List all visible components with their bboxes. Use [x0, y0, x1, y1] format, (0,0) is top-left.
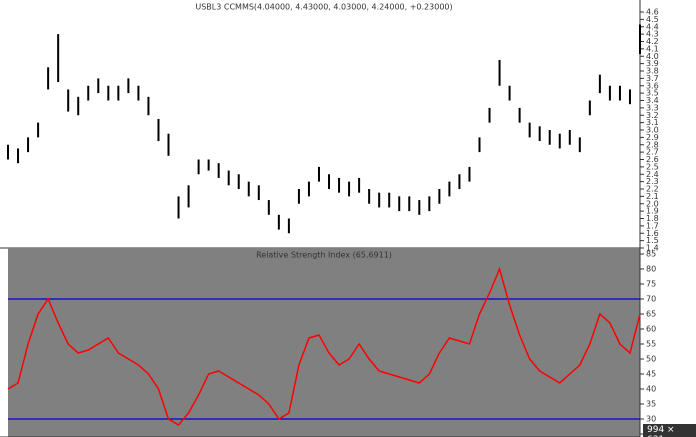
y-tick-label: 30: [646, 415, 656, 424]
y-tick-label: 1.7: [646, 221, 659, 230]
y-tick-label: 4.5: [646, 15, 659, 24]
y-tick-label: 3.1: [646, 118, 659, 127]
y-tick-label: 60: [646, 325, 656, 334]
y-tick-label: 4.6: [646, 8, 659, 17]
y-tick-label: 3.8: [646, 67, 659, 76]
y-tick-label: 1.6: [646, 229, 659, 238]
y-tick-label: 1.4: [646, 244, 659, 253]
y-tick-label: 1.5: [646, 236, 659, 245]
y-tick-label: 3.6: [646, 81, 659, 90]
y-tick-label: 2.2: [646, 185, 659, 194]
y-tick-label: 55: [646, 340, 656, 349]
y-tick-label: 50: [646, 355, 656, 364]
y-tick-label: 2.3: [646, 177, 659, 186]
y-tick-label: 70: [646, 295, 656, 304]
y-tick-label: 2.4: [646, 170, 659, 179]
y-tick-label: 4.1: [646, 44, 659, 53]
y-tick-label: 45: [646, 370, 656, 379]
y-tick-label: 2.1: [646, 192, 659, 201]
y-tick-label: 2.7: [646, 148, 659, 157]
y-tick-label: 3.0: [646, 126, 659, 135]
y-tick-label: 4.4: [646, 22, 659, 31]
y-tick-label: 2.5: [646, 162, 659, 171]
y-tick-label: 3.3: [646, 103, 659, 112]
y-tick-label: 80: [646, 265, 656, 274]
y-tick-label: 65: [646, 310, 656, 319]
panel-title: Relative Strength Index (65.6911): [256, 251, 392, 260]
y-tick-label: 40: [646, 385, 656, 394]
y-tick-label: 1.8: [646, 214, 659, 223]
y-tick-label: 4.3: [646, 30, 659, 39]
y-tick-label: 3.2: [646, 111, 659, 120]
y-tick-label: 3.4: [646, 96, 659, 105]
y-tick-label: 35: [646, 400, 656, 409]
y-tick-label: 3.5: [646, 89, 659, 98]
y-tick-label: 4.0: [646, 52, 659, 61]
y-tick-label: 2.9: [646, 133, 659, 142]
y-tick-label: 1.9: [646, 207, 659, 216]
y-tick-label: 3.9: [646, 59, 659, 68]
size-badge: 994 × 631: [643, 424, 696, 437]
y-tick-label: 2.8: [646, 140, 659, 149]
y-tick-label: 85: [646, 250, 656, 259]
panel-title: USBL3 CCMMS(4.04000, 4.43000, 4.03000, 4…: [195, 3, 452, 12]
y-tick-label: 2.6: [646, 155, 659, 164]
y-tick-label: 75: [646, 280, 656, 289]
y-tick-label: 4.2: [646, 37, 659, 46]
rsi-line: [7, 266, 641, 426]
y-tick-label: 2.0: [646, 199, 659, 208]
y-tick-label: 3.7: [646, 74, 659, 83]
